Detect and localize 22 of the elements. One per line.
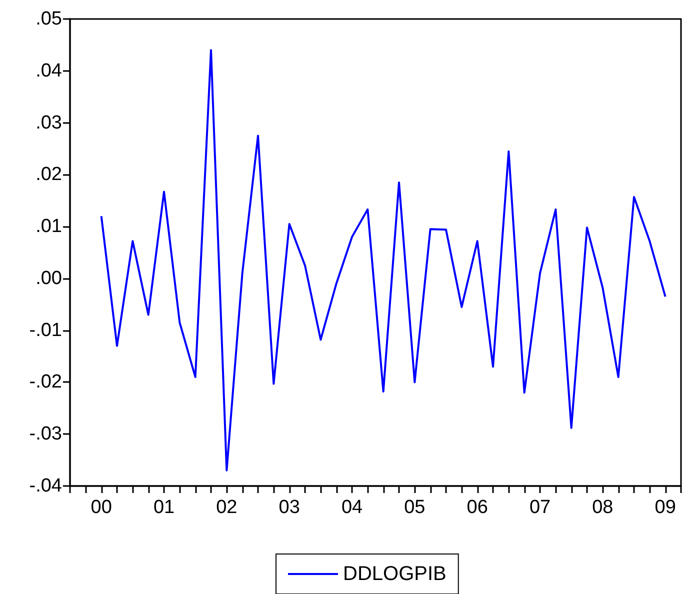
y-tick-label: .01 [36, 216, 62, 238]
x-tick-label: 01 [153, 497, 175, 518]
legend-label: DDLOGPIB [343, 563, 446, 585]
y-tick-label: .02 [36, 164, 62, 186]
x-tick-label: 02 [216, 497, 238, 518]
x-tick-label: 00 [90, 497, 112, 518]
y-tick-label: .05 [36, 8, 62, 30]
x-tick-label: 09 [654, 497, 676, 518]
x-tick-label: 04 [341, 497, 363, 518]
y-tick-label: -.02 [29, 372, 62, 393]
y-tick-label: .04 [36, 60, 62, 82]
x-tick-label: 08 [592, 497, 614, 518]
y-tick-label: -.01 [29, 320, 62, 341]
y-tick-label: -.04 [29, 476, 62, 496]
x-tick-label: 05 [404, 497, 426, 518]
x-tick-label: 03 [278, 497, 300, 518]
x-tick-label: 06 [466, 497, 488, 518]
line-series [100, 49, 666, 472]
y-tick-label: .00 [36, 268, 62, 289]
y-tick-label: .03 [36, 112, 62, 134]
y-tick-label: -.03 [29, 424, 62, 445]
x-tick-label: 07 [529, 497, 551, 518]
